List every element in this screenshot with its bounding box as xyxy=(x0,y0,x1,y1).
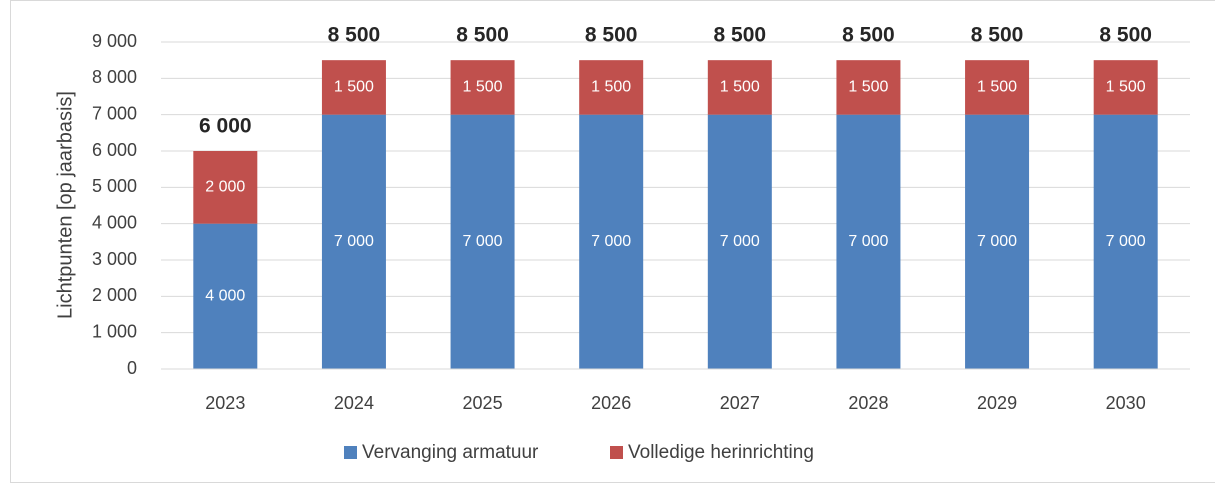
total-label: 8 500 xyxy=(1099,24,1152,47)
data-label: 1 500 xyxy=(720,79,760,96)
x-tick-label: 2025 xyxy=(463,393,503,413)
x-tick-label: 2024 xyxy=(334,393,374,413)
y-tick-label: 8 000 xyxy=(92,67,137,87)
data-label: 1 500 xyxy=(463,79,503,96)
data-label: 2 000 xyxy=(205,179,245,196)
y-tick-label: 4 000 xyxy=(92,212,137,232)
y-tick-label: 3 000 xyxy=(92,249,137,269)
data-label: 1 500 xyxy=(977,79,1017,96)
y-tick-label: 1 000 xyxy=(92,321,137,341)
total-label: 8 500 xyxy=(714,24,767,47)
x-tick-label: 2023 xyxy=(205,393,245,413)
total-label: 8 500 xyxy=(456,24,509,47)
legend-label: Volledige herinrichting xyxy=(628,442,814,463)
x-tick-label: 2029 xyxy=(977,393,1017,413)
x-tick-label: 2030 xyxy=(1106,393,1146,413)
y-tick-label: 6 000 xyxy=(92,140,137,160)
total-label: 6 000 xyxy=(199,115,252,138)
x-tick-label: 2027 xyxy=(720,393,760,413)
x-tick-label: 2028 xyxy=(848,393,888,413)
data-label: 1 500 xyxy=(1106,79,1146,96)
data-label: 7 000 xyxy=(1106,233,1146,250)
data-label: 4 000 xyxy=(205,288,245,305)
data-label: 7 000 xyxy=(848,233,888,250)
data-label: 1 500 xyxy=(591,79,631,96)
data-label: 7 000 xyxy=(720,233,760,250)
total-label: 8 500 xyxy=(585,24,638,47)
y-tick-label: 7 000 xyxy=(92,103,137,123)
legend-swatch xyxy=(344,446,357,459)
legend-swatch xyxy=(610,446,623,459)
data-label: 7 000 xyxy=(334,233,374,250)
y-tick-label: 0 xyxy=(127,358,137,378)
y-tick-label: 2 000 xyxy=(92,285,137,305)
total-label: 8 500 xyxy=(971,24,1024,47)
y-tick-label: 5 000 xyxy=(92,176,137,196)
y-tick-label: 9 000 xyxy=(92,31,137,51)
data-label: 1 500 xyxy=(848,79,888,96)
y-axis-label: Lichtpunten [op jaarbasis] xyxy=(54,91,76,319)
data-label: 7 000 xyxy=(591,233,631,250)
total-label: 8 500 xyxy=(328,24,381,47)
total-label: 8 500 xyxy=(842,24,895,47)
x-tick-label: 2026 xyxy=(591,393,631,413)
data-label: 1 500 xyxy=(334,79,374,96)
legend-label: Vervanging armatuur xyxy=(362,442,539,463)
data-label: 7 000 xyxy=(463,233,503,250)
data-label: 7 000 xyxy=(977,233,1017,250)
